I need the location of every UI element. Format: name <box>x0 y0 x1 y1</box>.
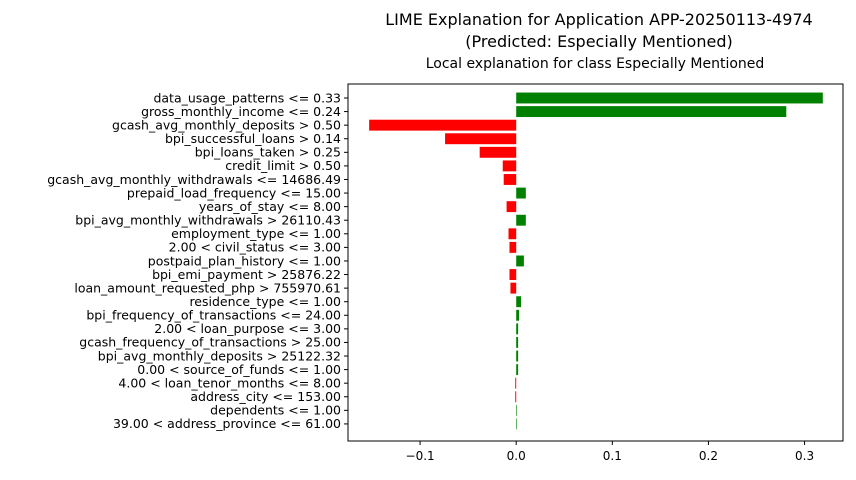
chart-title: Local explanation for class Especially M… <box>426 56 765 72</box>
bar <box>369 119 517 131</box>
y-tick-label: employment_type <= 1.00 <box>171 226 341 241</box>
bar-series <box>369 92 823 430</box>
bar <box>516 336 519 348</box>
bar <box>516 106 787 118</box>
bar <box>516 418 517 430</box>
y-tick-label: bpi_frequency_of_transactions <= 24.00 <box>86 308 341 323</box>
bar <box>509 269 517 280</box>
y-tick-label: 0.00 < source_of_funds <= 1.00 <box>137 362 341 377</box>
y-tick-label: bpi_successful_loans > 0.14 <box>165 131 341 146</box>
y-tick-label: bpi_loans_taken > 0.25 <box>195 145 341 160</box>
bar <box>479 146 517 158</box>
x-tick-label: 0.0 <box>507 449 526 463</box>
y-tick-label: 39.00 < address_province <= 61.00 <box>113 416 341 431</box>
bar <box>516 214 526 226</box>
y-tick-label: credit_limit > 0.50 <box>225 158 341 173</box>
y-tick-label: 2.00 < loan_purpose <= 3.00 <box>154 321 341 336</box>
bar <box>516 364 519 376</box>
bar <box>516 92 823 104</box>
y-tick-label: loan_amount_requested_php > 755970.61 <box>74 280 341 295</box>
y-tick-label: gcash_avg_monthly_deposits > 0.50 <box>112 117 341 132</box>
bar <box>516 309 520 321</box>
x-tick-label: 0.2 <box>699 449 718 463</box>
bar <box>516 255 524 267</box>
x-tick-label: −0.1 <box>406 449 435 463</box>
bar <box>515 391 517 403</box>
y-tick-label: gross_monthly_income <= 0.24 <box>141 104 341 119</box>
x-ticks: −0.1 0.0 0.1 0.2 0.3 <box>406 441 814 463</box>
bar <box>503 174 517 185</box>
y-tick-label: residence_type <= 1.00 <box>189 294 341 309</box>
x-tick-label: 0.3 <box>795 449 814 463</box>
y-tick-label: gcash_frequency_of_transactions > 25.00 <box>79 335 341 350</box>
bar <box>508 228 517 240</box>
y-tick-label: 2.00 < civil_status <= 3.00 <box>169 240 341 255</box>
bar <box>502 160 517 172</box>
y-tick-label: address_city <= 153.00 <box>190 389 341 404</box>
bar <box>516 296 522 308</box>
bar <box>510 282 517 294</box>
bar <box>516 187 526 199</box>
y-tick-label: postpaid_plan_history <= 1.00 <box>148 253 341 268</box>
bar <box>506 201 517 213</box>
bar <box>509 241 517 253</box>
bar <box>445 133 517 145</box>
y-tick-label: gcash_avg_monthly_withdrawals <= 14686.4… <box>47 172 341 187</box>
y-tick-label: bpi_avg_monthly_deposits > 25122.32 <box>98 348 341 363</box>
y-tick-label: prepaid_load_frequency <= 15.00 <box>127 185 341 200</box>
bar <box>516 404 517 416</box>
bar <box>516 350 519 362</box>
y-tick-label: data_usage_patterns <= 0.33 <box>153 90 341 105</box>
bar <box>515 377 517 389</box>
y-tick-label: bpi_emi_payment > 25876.22 <box>152 267 341 282</box>
y-tick-labels: data_usage_patterns <= 0.33gross_monthly… <box>47 90 348 431</box>
y-tick-label: dependents <= 1.00 <box>210 403 341 418</box>
axes-frame <box>347 83 844 442</box>
y-tick-label: 4.00 < loan_tenor_months <= 8.00 <box>118 375 341 390</box>
bar <box>516 323 519 335</box>
figure-suptitle-line1: LIME Explanation for Application APP-202… <box>385 10 812 29</box>
y-tick-label: bpi_avg_monthly_withdrawals > 26110.43 <box>75 213 341 228</box>
x-tick-label: 0.1 <box>603 449 622 463</box>
y-tick-label: years_of_stay <= 8.00 <box>199 199 341 214</box>
figure-suptitle-line2: (Predicted: Especially Mentioned) <box>465 32 732 51</box>
